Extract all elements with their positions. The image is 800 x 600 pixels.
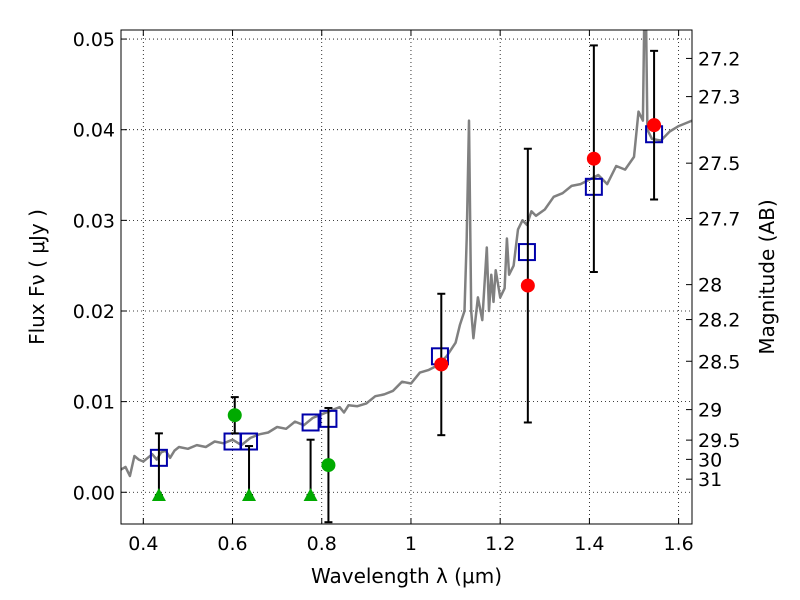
x-tick-label: 1.6 — [664, 533, 694, 555]
x-tick-label: 1.2 — [485, 533, 515, 555]
upper-limit-triangle — [303, 487, 318, 501]
x-tick-label: 0.6 — [217, 533, 247, 555]
y-tick-label: 0.04 — [73, 120, 115, 142]
y2-tick-label: 28 — [698, 275, 722, 297]
y2-tick-label: 29.5 — [698, 430, 740, 452]
y2-axis-title: Magnitude (AB) — [755, 199, 779, 354]
data-layer — [121, 30, 692, 524]
y2-tick-label: 27.7 — [698, 209, 740, 231]
x-axis-title: Wavelength λ (μm) — [311, 564, 502, 588]
y2-tick-label: 28.2 — [698, 310, 740, 332]
y2-tick-label: 28.5 — [698, 351, 740, 373]
x-tick-label: 0.4 — [128, 533, 158, 555]
y2-tick-label: 27.5 — [698, 153, 740, 175]
y-tick-label: 0.05 — [73, 29, 115, 51]
upper-limit-triangle — [242, 487, 257, 501]
y-tick-label: 0.02 — [73, 301, 115, 323]
plot-area — [121, 30, 692, 524]
observed-flux-point — [647, 118, 662, 133]
model-spectrum-line — [121, 30, 692, 478]
y-tick-label: 0.01 — [73, 392, 115, 414]
y2-tick-label: 29 — [698, 400, 722, 422]
y2-tick-label: 30 — [698, 449, 722, 471]
y-tick-label: 0.03 — [73, 210, 115, 232]
observed-flux-point — [227, 408, 242, 423]
y-axis-title: Flux Fν ( μJy ) — [25, 209, 49, 345]
y-tick-label: 0.00 — [73, 482, 115, 504]
x-tick-label: 1.4 — [574, 533, 604, 555]
x-tick-label: 1 — [405, 533, 417, 555]
y2-tick-label: 31 — [698, 469, 722, 491]
observed-flux-point — [586, 151, 601, 166]
axes-frame — [120, 29, 693, 525]
observed-flux-point — [434, 357, 449, 372]
model-photometry-square — [301, 413, 320, 432]
y2-tick-label: 27.2 — [698, 48, 740, 70]
observed-flux-point — [520, 278, 535, 293]
upper-limit-triangle — [151, 487, 166, 501]
y2-tick-label: 27.3 — [698, 87, 740, 109]
ticks: 0.4 0.6 0.8 1 1.2 1.4 1.6 0.00 0.01 0.02 0.03 0.04 0… — [73, 29, 741, 555]
grid — [121, 30, 692, 524]
x-tick-label: 0.8 — [307, 533, 337, 555]
observed-flux-point — [321, 458, 336, 473]
